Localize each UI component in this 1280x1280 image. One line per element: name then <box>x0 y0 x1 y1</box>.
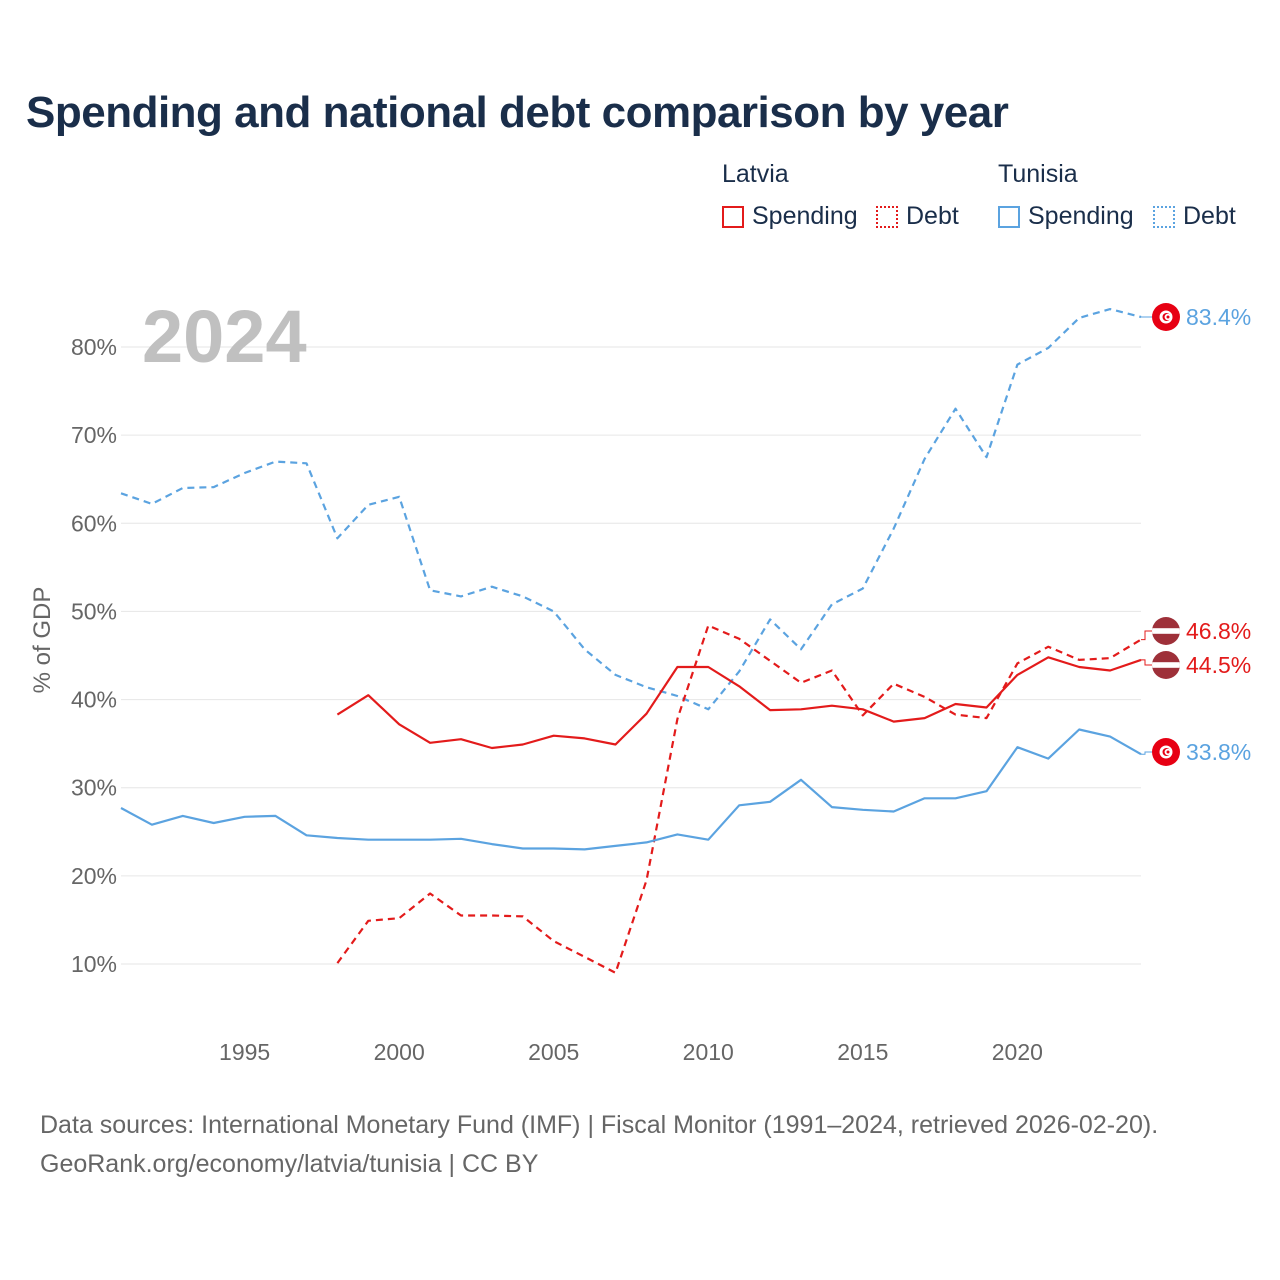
data-sources-text: Data sources: International Monetary Fun… <box>40 1111 1159 1139</box>
legend-swatch-dotted-icon <box>1153 205 1175 228</box>
chart-title: Spending and national debt comparison by… <box>26 88 1009 137</box>
latvia-flag-icon <box>1152 617 1180 645</box>
legend-swatch-solid-icon <box>722 205 744 228</box>
flag-star <box>1166 315 1170 319</box>
x-tick-label: 1995 <box>219 1039 270 1065</box>
y-axis-ticks: 10% 20% 30% 40% 50% 60% 70% 80% <box>71 334 117 977</box>
x-tick-label: 2015 <box>837 1039 888 1065</box>
legend: Latvia Spending Debt Tunisia Spending De… <box>722 160 1262 240</box>
end-value-label: 44.5% <box>1186 652 1251 678</box>
attribution-link[interactable]: GeoRank.org/economy/latvia/tunisia | CC … <box>40 1150 539 1178</box>
legend-item-latvia-spending[interactable]: Spending <box>722 202 858 231</box>
series-latvia-debt[interactable] <box>336 624 1142 974</box>
end-value-label: 33.8% <box>1186 739 1251 765</box>
x-tick-label: 2000 <box>374 1039 425 1065</box>
y-tick-label: 30% <box>71 775 117 801</box>
legend-group-latvia: Latvia <box>722 160 789 188</box>
series-tunisia-debt[interactable] <box>120 308 1142 711</box>
x-tick-label: 2020 <box>992 1039 1043 1065</box>
end-connector <box>1141 630 1152 641</box>
latvia-flag-icon <box>1152 651 1180 679</box>
data-series <box>120 308 1142 974</box>
legend-item-tunisia-spending[interactable]: Spending <box>998 202 1134 231</box>
flag-stripe <box>1152 662 1180 668</box>
legend-label: Spending <box>1028 202 1134 230</box>
legend-swatch-dotted-icon <box>876 205 898 228</box>
series-latvia-spending[interactable] <box>336 656 1142 750</box>
grid-lines <box>121 346 1141 965</box>
end-connector <box>1141 659 1152 666</box>
y-tick-label: 20% <box>71 863 117 889</box>
legend-swatch-solid-icon <box>998 205 1020 228</box>
series-tunisia-spending[interactable] <box>120 728 1142 851</box>
end-value-label: 83.4% <box>1186 304 1251 330</box>
y-tick-label: 50% <box>71 598 117 624</box>
legend-label: Debt <box>906 202 959 230</box>
legend-label: Spending <box>752 202 858 230</box>
end-labels: 83.4% 46.8% 44.5% 33.8% <box>1141 303 1251 766</box>
footer: Data sources: International Monetary Fun… <box>40 1106 1158 1184</box>
flag-stripe <box>1152 628 1180 634</box>
y-tick-label: 70% <box>71 422 117 448</box>
y-tick-label: 60% <box>71 510 117 536</box>
legend-item-tunisia-debt[interactable]: Debt <box>1153 202 1236 231</box>
end-value-label: 46.8% <box>1186 618 1251 644</box>
y-tick-label: 40% <box>71 687 117 713</box>
y-tick-label: 10% <box>71 951 117 977</box>
legend-group-tunisia: Tunisia <box>998 160 1078 188</box>
year-watermark: 2024 <box>142 295 307 378</box>
x-tick-label: 2010 <box>683 1039 734 1065</box>
x-axis-ticks: 1995 2000 2005 2010 2015 2020 <box>219 1039 1043 1065</box>
end-connector <box>1141 751 1152 755</box>
x-tick-label: 2005 <box>528 1039 579 1065</box>
legend-item-latvia-debt[interactable]: Debt <box>876 202 959 231</box>
legend-label: Debt <box>1183 202 1236 230</box>
flag-star <box>1166 750 1170 754</box>
y-tick-label: 80% <box>71 334 117 360</box>
y-axis-label: % of GDP <box>29 587 56 694</box>
